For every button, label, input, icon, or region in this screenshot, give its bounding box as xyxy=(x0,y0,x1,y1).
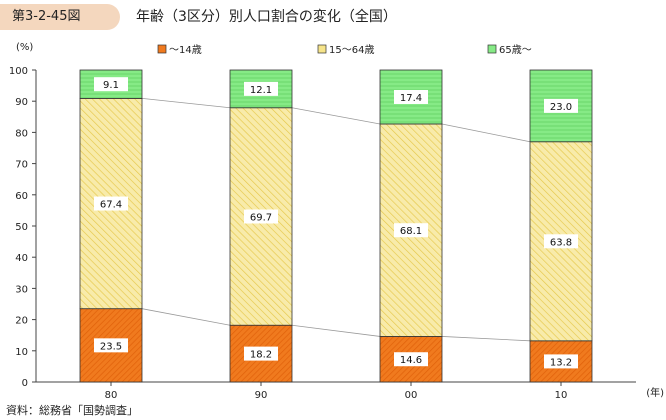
data-label: 18.2 xyxy=(250,350,272,361)
data-label-box xyxy=(544,234,578,249)
data-label: 17.4 xyxy=(400,93,422,104)
legend-label: 65歳～ xyxy=(499,44,532,56)
data-label-box xyxy=(244,81,278,96)
data-label: 68.1 xyxy=(400,226,422,237)
connector-line xyxy=(141,97,231,109)
connector-line xyxy=(291,107,381,125)
data-label-box xyxy=(544,98,578,113)
y-tick-label: 20 xyxy=(15,316,28,327)
y-tick-label: 60 xyxy=(15,191,28,202)
data-label-box xyxy=(244,209,278,224)
data-label: 12.1 xyxy=(250,85,272,96)
data-label-box xyxy=(394,223,428,238)
data-label: 9.1 xyxy=(103,80,119,91)
y-tick-label: 40 xyxy=(15,253,28,264)
figure-title: 年齢（3区分）別人口割合の変化（全国） xyxy=(136,9,397,25)
y-tick-label: 70 xyxy=(15,160,28,171)
legend-swatch xyxy=(487,44,497,54)
y-tick-label: 80 xyxy=(15,128,28,139)
data-label-box xyxy=(94,338,128,353)
figure-number-badge: 第3-2-45図 xyxy=(0,4,120,30)
legend-swatch xyxy=(317,44,327,54)
x-tick-label: 80 xyxy=(105,390,118,401)
x-tick-label: 90 xyxy=(255,390,268,401)
figure-header: 第3-2-45図 年齢（3区分）別人口割合の変化（全国） xyxy=(0,0,666,34)
legend-label: 15～64歳 xyxy=(329,44,374,56)
connector-line xyxy=(141,308,231,326)
data-label-box xyxy=(394,352,428,367)
data-label-box xyxy=(94,196,128,211)
y-tick-label: 90 xyxy=(15,97,28,108)
y-tick-label: 0 xyxy=(22,378,28,389)
connector-line xyxy=(291,324,381,337)
y-tick-label: 30 xyxy=(15,284,28,295)
data-label-box xyxy=(244,346,278,361)
y-axis-label: (%) xyxy=(16,42,33,53)
legend-swatch xyxy=(157,44,167,54)
data-label: 69.7 xyxy=(250,212,272,223)
data-label-box xyxy=(94,77,128,92)
y-tick-label: 10 xyxy=(15,347,28,358)
data-label: 13.2 xyxy=(550,357,572,368)
data-label: 63.8 xyxy=(550,237,572,248)
data-label-box xyxy=(544,354,578,369)
x-axis-label: (年) xyxy=(646,386,664,399)
source-note: 資料：総務省「国勢調査」 xyxy=(6,404,138,417)
y-tick-label: 50 xyxy=(15,222,28,233)
connector-line xyxy=(441,123,531,143)
x-tick-label: 10 xyxy=(555,390,568,401)
y-tick-label: 100 xyxy=(9,66,28,77)
data-label: 23.0 xyxy=(550,102,572,113)
data-label: 14.6 xyxy=(400,355,422,366)
connector-line xyxy=(441,336,531,342)
x-tick-label: 00 xyxy=(405,390,418,401)
legend-label: ～14歳 xyxy=(169,44,202,56)
data-label-box xyxy=(394,89,428,104)
data-label: 23.5 xyxy=(100,341,122,352)
data-label: 67.4 xyxy=(100,200,122,211)
